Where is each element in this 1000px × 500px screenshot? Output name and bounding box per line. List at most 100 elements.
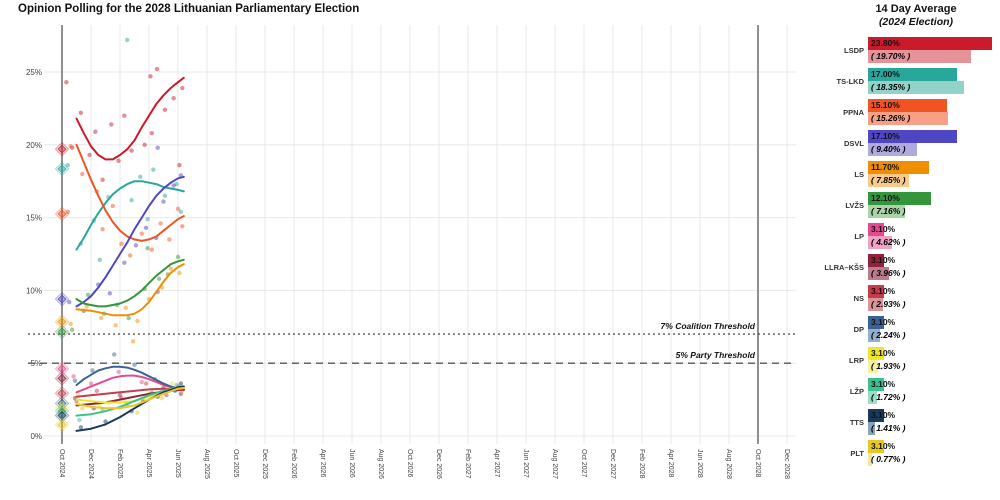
- poll-point: [178, 209, 184, 214]
- party-bars: 3.10%( 3.96% ): [868, 254, 1000, 280]
- election-marker-ring: [54, 141, 70, 157]
- party-row: LP 3.10%( 4.62% ): [812, 223, 1000, 249]
- x-tick-label: Oct 2025: [232, 449, 239, 478]
- poll-point: [113, 323, 118, 328]
- poll-point: [103, 419, 108, 424]
- threshold-label: 7% Coalition Threshold: [661, 321, 756, 331]
- poll-point: [109, 122, 114, 127]
- poll-point: [119, 241, 124, 247]
- party-row: LSDP 23.80%( 19.70% ): [812, 37, 1000, 63]
- trend-line-LSDP: [75, 76, 185, 161]
- poll-point: [125, 37, 130, 43]
- poll-point: [175, 206, 181, 212]
- poll-point: [143, 225, 149, 230]
- x-tick-label: Feb 2025: [116, 449, 123, 479]
- x-tick-label: Feb 2028: [638, 449, 645, 479]
- election-marker-ring: [54, 417, 70, 433]
- poll-point: [65, 162, 71, 168]
- election-bar: ( 7.85% ): [868, 174, 909, 187]
- poll-point: [142, 142, 147, 147]
- poll-point: [123, 305, 128, 311]
- x-tick-label: Aug 2025: [203, 449, 210, 479]
- x-tick-label: Aug 2027: [551, 449, 558, 479]
- election-marker-diamond: [57, 164, 67, 174]
- party-row: PPNA 15.10%( 15.26% ): [812, 99, 1000, 125]
- party-bars: 12.10%( 7.16% ): [868, 192, 1000, 218]
- poll-point: [130, 339, 136, 344]
- polling-chart-canvas: 0% 5% 10% 15% 20% 25% Oct 2024 Dec 2024 Feb 2025…: [26, 25, 796, 479]
- avg-bar: 3.10%: [868, 378, 895, 391]
- election-marker-LVŽS: [54, 324, 70, 340]
- poll-point: [162, 193, 168, 198]
- poll-point: [159, 395, 165, 401]
- poll-point: [161, 199, 166, 204]
- right-panel: 14 Day Average (2024 Election) LSDP 23.80…: [812, 0, 1000, 500]
- party-label: LRP: [849, 355, 864, 365]
- poll-point: [71, 374, 76, 379]
- poll-point: [64, 79, 69, 85]
- y-tick-label: 25%: [26, 68, 42, 77]
- poll-point: [151, 167, 156, 172]
- election-marker-PLT: [54, 417, 70, 433]
- party-row: DP 3.10%( 2.24% ): [812, 316, 1000, 342]
- party-bars: 3.10%( 4.62% ): [868, 223, 1000, 249]
- trend-line-DP: [75, 365, 185, 391]
- party-row: TTS 3.10%( 1.41% ): [812, 409, 1000, 435]
- poll-point: [97, 257, 102, 263]
- party-label: NS: [853, 293, 864, 303]
- poll-point: [107, 291, 113, 296]
- party-label: DP: [853, 324, 864, 334]
- poll-point: [167, 237, 172, 242]
- poll-point: [145, 245, 150, 251]
- election-marker-LS: [54, 314, 70, 330]
- poll-point: [170, 381, 175, 386]
- party-label: LŽP: [849, 386, 864, 396]
- poll-point: [135, 318, 140, 324]
- poll-point: [72, 378, 78, 383]
- poll-point: [68, 321, 73, 327]
- poll-point: [65, 209, 71, 214]
- poll-point: [168, 266, 173, 271]
- party-bars: 3.10%( 1.93% ): [868, 347, 1000, 373]
- poll-point: [138, 174, 143, 180]
- election-marker-diamond: [57, 420, 67, 430]
- party-bars: 17.00%( 18.35% ): [868, 68, 1000, 94]
- poll-point: [100, 177, 105, 182]
- poll-point: [139, 231, 144, 236]
- x-tick-label: Aug 2026: [377, 449, 384, 479]
- poll-point: [162, 107, 168, 113]
- party-label: LVŽS: [845, 200, 864, 210]
- poll-point: [78, 425, 84, 430]
- poll-point: [77, 417, 82, 423]
- x-tick-label: Dec 2028: [783, 449, 790, 479]
- trend-line-DSVL: [75, 175, 185, 308]
- election-bar: ( 3.96% ): [868, 267, 906, 280]
- x-tick-label: Apr 2025: [145, 449, 152, 478]
- poll-point: [87, 152, 92, 158]
- party-label: PPNA: [843, 107, 864, 117]
- poll-point: [158, 221, 163, 226]
- avg-bar: 3.10%: [868, 316, 895, 329]
- election-marker-diamond: [57, 209, 67, 219]
- party-row: NS 3.10%( 2.93% ): [812, 285, 1000, 311]
- election-marker-diamond: [57, 410, 67, 421]
- avg-bar: 3.10%: [868, 254, 895, 267]
- trend-line-LVŽS: [75, 258, 185, 308]
- poll-point: [116, 369, 121, 375]
- panel-subtitle: (2024 Election): [878, 16, 954, 28]
- election-marker-diamond: [57, 364, 67, 374]
- election-marker-diamond: [57, 316, 67, 327]
- x-tick-label: Dec 2027: [609, 449, 616, 479]
- party-label: LSDP: [843, 45, 864, 55]
- party-label: TTS: [849, 417, 864, 427]
- poll-point: [180, 85, 185, 91]
- election-marker-PPNA: [54, 206, 70, 222]
- y-tick-label: 20%: [26, 141, 42, 150]
- avg-bar: 17.00%: [868, 68, 957, 81]
- poll-point: [149, 130, 155, 136]
- election-marker-diamond: [57, 327, 67, 337]
- election-bar: ( 15.26% ): [868, 112, 948, 125]
- election-marker-LP: [54, 361, 70, 377]
- poll-point: [132, 362, 137, 367]
